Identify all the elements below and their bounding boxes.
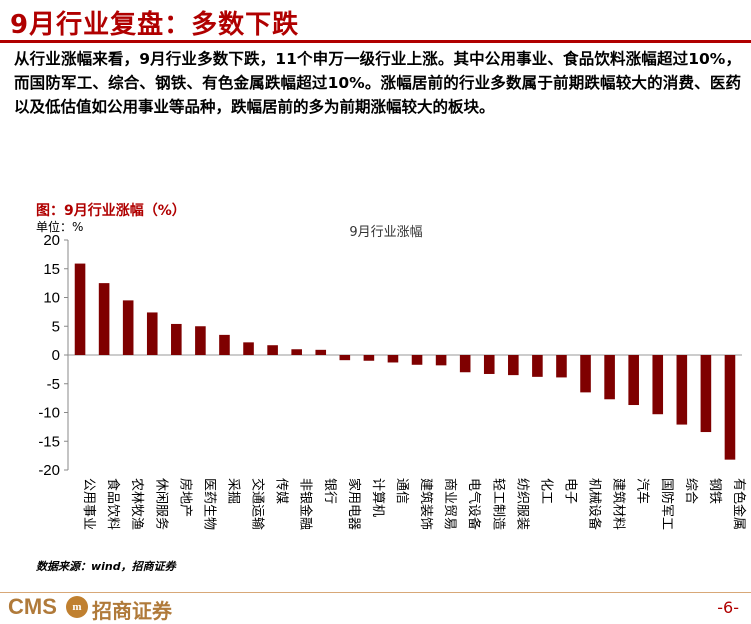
bar-12 <box>363 355 375 361</box>
data-source: 数据来源：wind，招商证券 <box>36 560 176 573</box>
bar-5 <box>195 326 206 355</box>
bar-1 <box>98 283 110 355</box>
bar-9 <box>291 349 302 355</box>
title-underline <box>0 40 751 43</box>
footer-divider <box>0 592 751 593</box>
bar-15 <box>435 355 447 366</box>
bar-chart: 9月行业涨幅 20 15 10 5 0 -5 -10 -15 -20 公用事业 食品饮料 农林牧渔休… <box>38 225 747 530</box>
bar-27 <box>724 355 736 460</box>
x-tick-label: 公用事业 <box>81 478 96 530</box>
page-title: 9月行业复盘：多数下跌 <box>10 10 300 40</box>
x-tick-label: 采掘 <box>225 478 240 504</box>
page-number: -6- <box>717 598 739 617</box>
y-tick-label: -20 <box>38 462 60 479</box>
bar-26 <box>700 355 712 433</box>
x-tick-label: 房地产 <box>177 478 193 517</box>
x-tick-label: 交通运输 <box>250 478 266 530</box>
bar-20 <box>556 355 567 378</box>
logo-cms-text: CMS <box>8 594 57 619</box>
bar-24 <box>652 355 664 415</box>
x-tick-label: 综合 <box>683 478 698 504</box>
bar-25 <box>676 355 688 425</box>
y-tick-label: -5 <box>47 376 60 393</box>
bar-18 <box>508 355 519 376</box>
x-axis-labels: 公用事业 食品饮料 农林牧渔 休闲服务 房地产 医药生物 采掘 交通运输 传媒 非银金融 银行 家用电… <box>81 478 747 530</box>
bar-7 <box>243 342 254 355</box>
unit-label: 单位：% <box>36 220 84 234</box>
bars-group <box>74 263 736 460</box>
x-tick-label: 通信 <box>394 478 409 504</box>
bar-4 <box>171 323 182 355</box>
bar-19 <box>532 355 543 377</box>
title-bar: 9月行业复盘：多数下跌 <box>0 0 751 43</box>
y-tick-label: 15 <box>43 261 60 278</box>
bar-14 <box>411 355 423 365</box>
x-tick-label: 食品饮料 <box>105 478 121 530</box>
x-tick-label: 汽车 <box>635 478 651 504</box>
x-tick-label: 传媒 <box>274 478 289 504</box>
x-tick-label: 非银金融 <box>298 478 314 530</box>
x-tick-label: 国防军工 <box>659 478 675 530</box>
x-tick-label: 纺织服装 <box>514 478 529 530</box>
y-tick-label: 0 <box>52 347 60 364</box>
bar-21 <box>580 355 591 393</box>
bar-16 <box>459 355 471 373</box>
x-tick-label: 休闲服务 <box>153 478 169 530</box>
y-tick-label: -15 <box>38 433 60 450</box>
x-tick-label: 有色金属 <box>731 478 747 530</box>
x-tick-label: 轻工制造 <box>490 478 505 530</box>
bar-22 <box>604 355 615 400</box>
x-tick-label: 钢铁 <box>707 478 722 504</box>
x-tick-label: 商业贸易 <box>442 478 457 530</box>
chart-title: 9月行业涨幅 <box>349 225 422 240</box>
bar-23 <box>628 355 639 406</box>
x-tick-label: 计算机 <box>370 478 385 517</box>
bar-13 <box>387 355 399 363</box>
x-tick-label: 医药生物 <box>201 478 216 530</box>
x-tick-label: 机械设备 <box>587 478 603 530</box>
bar-17 <box>483 355 495 374</box>
logo-mark-icon: m <box>66 596 88 618</box>
x-tick-label: 化工 <box>538 478 553 504</box>
x-tick-label: 农林牧渔 <box>129 478 144 530</box>
x-tick-label: 建筑材料 <box>611 478 627 530</box>
summary-paragraph: 从行业涨幅来看，9月行业多数下跌，11个申万一级行业上涨。其中公用事业、食品饮料… <box>14 50 741 116</box>
x-tick-label: 家用电器 <box>346 478 362 530</box>
x-tick-label: 银行 <box>322 478 337 504</box>
bar-0 <box>74 263 86 355</box>
bar-6 <box>219 334 230 355</box>
x-tick-label: 电子 <box>562 478 577 504</box>
bar-10 <box>315 349 327 355</box>
company-name: 招商证券 <box>92 599 172 623</box>
y-tick-label: 10 <box>43 290 60 307</box>
bar-8 <box>267 345 278 355</box>
x-tick-label: 建筑装饰 <box>418 478 434 530</box>
y-tick-label: 20 <box>43 232 60 249</box>
bar-2 <box>122 300 134 355</box>
bar-11 <box>339 355 351 361</box>
y-tick-label: 5 <box>52 318 60 335</box>
y-tick-label: -10 <box>38 405 60 422</box>
figure-caption: 图：9月行业涨幅（%） <box>36 203 186 219</box>
bar-3 <box>146 312 158 355</box>
x-tick-label: 电气设备 <box>466 478 482 530</box>
